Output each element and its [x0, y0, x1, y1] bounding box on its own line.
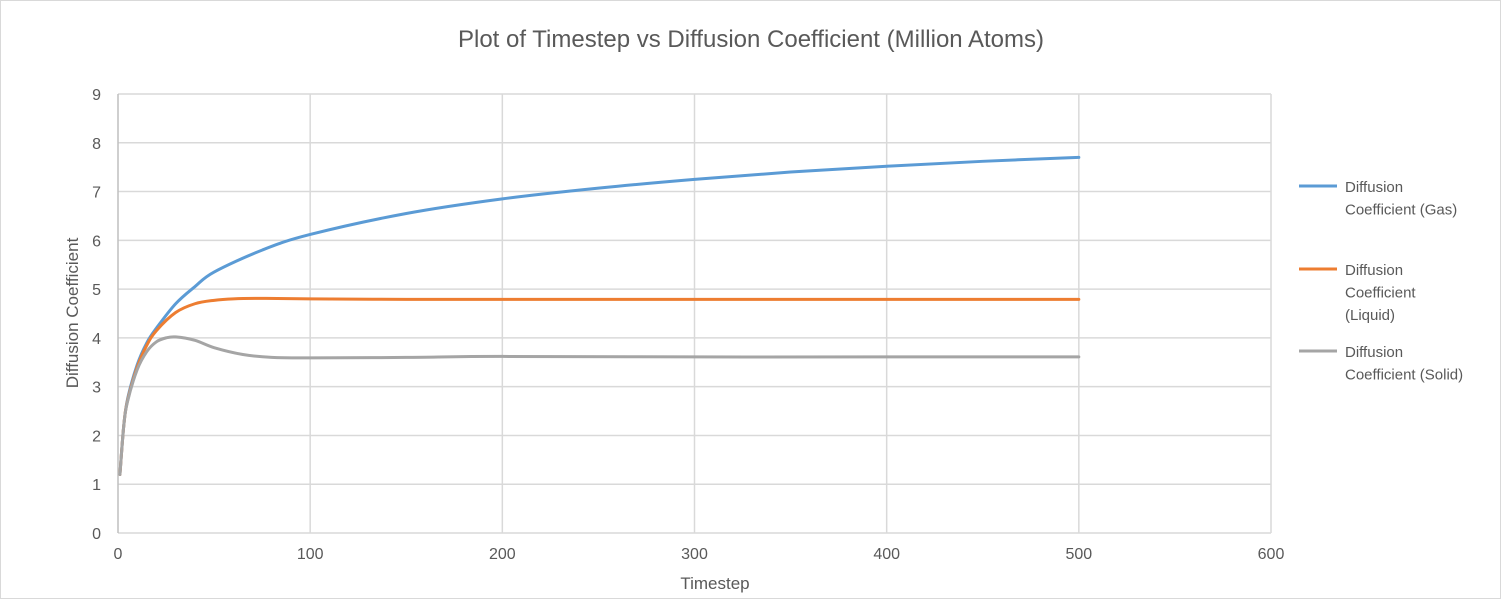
series-line-0	[118, 155, 1081, 476]
series-line-2	[118, 335, 1081, 476]
x-tick-label: 600	[1258, 546, 1285, 563]
x-tick-label: 400	[873, 546, 900, 563]
x-tick-label: 300	[681, 546, 708, 563]
legend-label: Diffusion	[1345, 344, 1403, 361]
legend-label: Diffusion	[1345, 179, 1403, 196]
y-tick-label: 0	[92, 526, 101, 543]
x-tick-label: 0	[114, 546, 123, 563]
x-tick-label: 500	[1065, 546, 1092, 563]
legend-label: Diffusion	[1345, 262, 1403, 279]
y-tick-label: 2	[92, 428, 101, 445]
y-tick-label: 4	[92, 331, 101, 348]
legend-label: (Liquid)	[1345, 307, 1395, 324]
legend-label: Coefficient (Gas)	[1345, 202, 1457, 219]
legend-label: Coefficient (Solid)	[1345, 367, 1463, 384]
y-tick-label: 7	[92, 185, 101, 202]
legend-label: Coefficient	[1345, 285, 1416, 302]
legend: Diffusion Coefficient (Gas) Diffusion Coeff…	[1299, 179, 1463, 384]
x-axis-label: Timestep	[680, 574, 749, 593]
y-tick-label: 5	[92, 282, 101, 299]
y-tick-label: 9	[92, 87, 101, 104]
y-tick-label: 8	[92, 136, 101, 153]
x-tick-label: 200	[489, 546, 516, 563]
x-tick-label: 100	[297, 546, 324, 563]
y-tick-label: 1	[92, 477, 101, 494]
chart-title: Plot of Timestep vs Diffusion Coefficien…	[458, 26, 1044, 53]
y-tick-label: 3	[92, 380, 101, 397]
y-tick-label: 6	[92, 233, 101, 250]
y-axis-label: Diffusion Coefficient	[63, 237, 82, 388]
